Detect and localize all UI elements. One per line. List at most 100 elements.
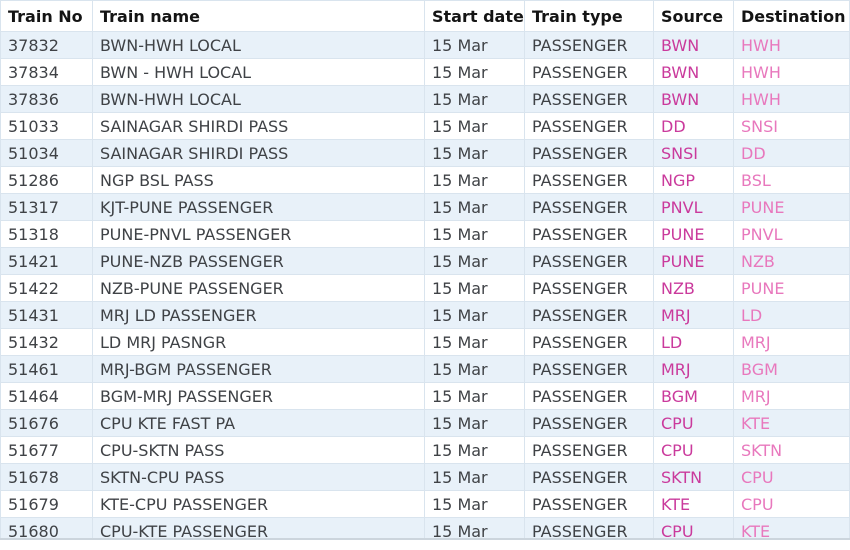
source-link[interactable]: PNVL [661, 197, 703, 217]
cell-train-type: PASSENGER [524, 436, 654, 464]
cell-train-name: CPU KTE FAST PA [92, 409, 425, 437]
source-link[interactable]: PUNE [661, 224, 705, 244]
destination-link[interactable]: HWH [741, 35, 781, 55]
cell-destination: HWH [733, 31, 850, 59]
destination-link[interactable]: LD [741, 305, 763, 325]
cell-source: KTE [653, 490, 734, 518]
source-link[interactable]: BGM [661, 386, 698, 406]
source-link[interactable]: BWN [661, 35, 700, 55]
cell-train-name: LD MRJ PASNGR [92, 328, 425, 356]
cell-start-date: 15 Mar [424, 301, 525, 329]
destination-link[interactable]: PNVL [741, 224, 783, 244]
cell-train-type: PASSENGER [524, 193, 654, 221]
destination-link[interactable]: MRJ [741, 386, 771, 406]
table-row: 51318 PUNE-PNVL PASSENGER 15 Mar PASSENGER P… [0, 220, 850, 248]
column-header-train-type: Train type [524, 0, 654, 32]
table-row: 51464 BGM-MRJ PASSENGER 15 Mar PASSENGER BGM… [0, 382, 850, 410]
cell-train-no: 51676 [0, 409, 93, 437]
cell-train-type: PASSENGER [524, 247, 654, 275]
source-link[interactable]: KTE [661, 494, 691, 514]
cell-source: SNSI [653, 139, 734, 167]
cell-start-date: 15 Mar [424, 247, 525, 275]
cell-train-name: MRJ-BGM PASSENGER [92, 355, 425, 383]
destination-link[interactable]: DD [741, 143, 766, 163]
cell-source: CPU [653, 436, 734, 464]
destination-link[interactable]: CPU [741, 467, 774, 487]
cell-train-type: PASSENGER [524, 31, 654, 59]
cell-train-no: 37834 [0, 58, 93, 86]
cell-source: SKTN [653, 463, 734, 491]
source-link[interactable]: NZB [661, 278, 695, 298]
destination-link[interactable]: HWH [741, 62, 781, 82]
cell-start-date: 15 Mar [424, 220, 525, 248]
cell-train-name: MRJ LD PASSENGER [92, 301, 425, 329]
cell-source: LD [653, 328, 734, 356]
cell-start-date: 15 Mar [424, 112, 525, 140]
cell-source: CPU [653, 409, 734, 437]
destination-link[interactable]: NZB [741, 251, 775, 271]
cell-train-type: PASSENGER [524, 463, 654, 491]
source-link[interactable]: CPU [661, 521, 694, 540]
cell-source: MRJ [653, 301, 734, 329]
table-row: 51676 CPU KTE FAST PA 15 Mar PASSENGER CPU KT… [0, 409, 850, 437]
destination-link[interactable]: BSL [741, 170, 771, 190]
cell-source: CPU [653, 517, 734, 540]
source-link[interactable]: CPU [661, 413, 694, 433]
destination-link[interactable]: PUNE [741, 278, 785, 298]
cell-train-name: SAINAGAR SHIRDI PASS [92, 139, 425, 167]
table-row: 51422 NZB-PUNE PASSENGER 15 Mar PASSENGER NZ… [0, 274, 850, 302]
table-row: 51461 MRJ-BGM PASSENGER 15 Mar PASSENGER MRJ… [0, 355, 850, 383]
cell-train-name: BGM-MRJ PASSENGER [92, 382, 425, 410]
source-link[interactable]: DD [661, 116, 686, 136]
train-table-body: 37832 BWN-HWH LOCAL 15 Mar PASSENGER BWN HWH 3… [0, 31, 850, 540]
destination-link[interactable]: CPU [741, 494, 774, 514]
source-link[interactable]: SNSI [661, 143, 698, 163]
cell-destination: SNSI [733, 112, 850, 140]
source-link[interactable]: CPU [661, 440, 694, 460]
cell-source: NGP [653, 166, 734, 194]
source-link[interactable]: BWN [661, 62, 700, 82]
destination-link[interactable]: KTE [741, 521, 771, 540]
cell-destination: LD [733, 301, 850, 329]
table-row: 37834 BWN - HWH LOCAL 15 Mar PASSENGER BWN HW… [0, 58, 850, 86]
source-link[interactable]: MRJ [661, 305, 691, 325]
cell-train-type: PASSENGER [524, 166, 654, 194]
destination-link[interactable]: SNSI [741, 116, 778, 136]
cell-start-date: 15 Mar [424, 166, 525, 194]
cell-destination: HWH [733, 85, 850, 113]
cell-start-date: 15 Mar [424, 382, 525, 410]
destination-link[interactable]: PUNE [741, 197, 785, 217]
cell-train-type: PASSENGER [524, 58, 654, 86]
cell-train-no: 51680 [0, 517, 93, 538]
destination-link[interactable]: KTE [741, 413, 771, 433]
table-row: 51680 CPU-KTE PASSENGER 15 Mar PASSENGER CPU… [0, 517, 850, 540]
source-link[interactable]: BWN [661, 89, 700, 109]
cell-train-type: PASSENGER [524, 301, 654, 329]
destination-link[interactable]: HWH [741, 89, 781, 109]
table-row: 37832 BWN-HWH LOCAL 15 Mar PASSENGER BWN HWH [0, 31, 850, 59]
cell-train-type: PASSENGER [524, 382, 654, 410]
cell-start-date: 15 Mar [424, 274, 525, 302]
cell-start-date: 15 Mar [424, 328, 525, 356]
source-link[interactable]: SKTN [661, 467, 703, 487]
source-link[interactable]: NGP [661, 170, 696, 190]
cell-train-type: PASSENGER [524, 112, 654, 140]
cell-train-no: 51677 [0, 436, 93, 464]
destination-link[interactable]: SKTN [741, 440, 783, 460]
cell-train-no: 51679 [0, 490, 93, 518]
cell-source: BWN [653, 58, 734, 86]
table-row: 51677 CPU-SKTN PASS 15 Mar PASSENGER CPU SKTN [0, 436, 850, 464]
cell-train-name: NGP BSL PASS [92, 166, 425, 194]
cell-train-name: BWN - HWH LOCAL [92, 58, 425, 86]
cell-start-date: 15 Mar [424, 409, 525, 437]
source-link[interactable]: LD [661, 332, 683, 352]
source-link[interactable]: PUNE [661, 251, 705, 271]
destination-link[interactable]: BGM [741, 359, 778, 379]
column-header-source: Source [653, 0, 734, 32]
cell-source: BWN [653, 85, 734, 113]
cell-train-no: 51286 [0, 166, 93, 194]
cell-destination: DD [733, 139, 850, 167]
source-link[interactable]: MRJ [661, 359, 691, 379]
destination-link[interactable]: MRJ [741, 332, 771, 352]
cell-train-no: 51678 [0, 463, 93, 491]
